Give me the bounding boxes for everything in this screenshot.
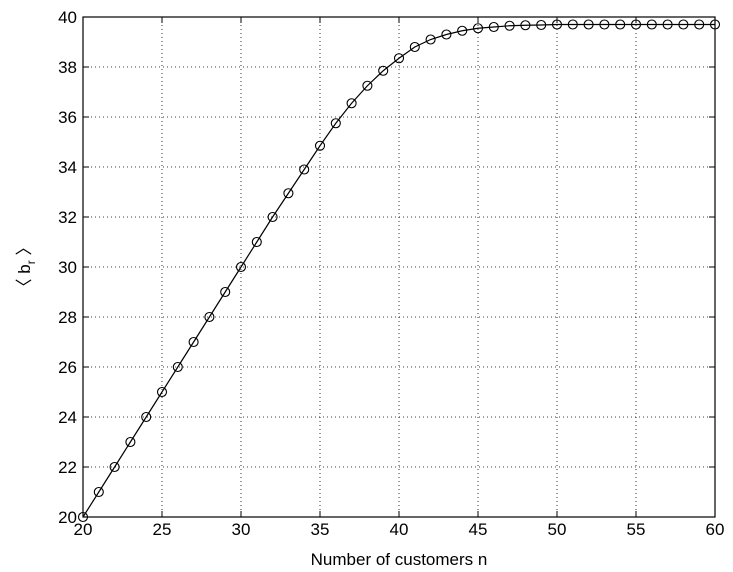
y-tick-label: 30 [58,258,77,277]
tick-labels: 20 25 30 35 40 45 50 55 60 20 22 24 26 28 30 32 34 36 38 40 [58,8,724,539]
data-point [156,386,168,398]
data-point [141,411,152,423]
data-point [314,140,326,151]
data-point [472,23,484,34]
data-point [488,21,499,33]
y-tick-label: 24 [58,408,77,427]
data-point [457,25,468,36]
y-tick-label: 26 [58,358,77,377]
data-point [109,461,120,473]
x-tick-label: 20 [74,520,93,539]
y-tick-label: 28 [58,308,77,327]
data-point [646,19,657,30]
data-point [346,98,357,109]
x-tick-label: 55 [627,520,646,539]
data-point [378,65,389,76]
data-point [188,336,199,348]
y-axis-label: 〈 br 〉 [15,239,38,296]
data-point [235,261,247,273]
y-tick-label: 40 [58,8,77,27]
data-point [409,41,420,53]
data-point [694,19,705,30]
y-tick-label: 38 [58,58,77,77]
x-axis-label: Number of customers n [311,550,488,569]
x-tick-label: 50 [548,520,567,539]
x-tick-label: 25 [153,520,172,539]
y-tick-label: 22 [58,458,77,477]
data-point [551,19,563,30]
y-tick-label: 20 [58,508,77,527]
data-point [93,486,104,498]
x-tick-label: 35 [311,520,330,539]
data-point [567,19,578,30]
data-point [362,80,373,91]
data-point [678,19,689,30]
data-point [583,19,594,30]
data-point [615,19,626,30]
data-point [125,436,136,448]
x-tick-label: 30 [232,520,251,539]
y-tick-label: 36 [58,108,77,127]
data-point [330,118,341,129]
grid [83,17,715,517]
y-tick-label: 32 [58,208,77,227]
series-line [82,23,715,518]
x-tick-label: 40 [390,520,409,539]
data-point [393,53,405,64]
data-point [251,236,262,248]
data-point [520,20,531,31]
x-tick-label: 60 [706,520,725,539]
data-point [662,19,673,30]
data-point [204,311,215,323]
data-point [630,19,642,30]
data-point [504,20,515,31]
data-point [283,188,294,199]
y-tick-label: 34 [58,158,77,177]
data-point [299,164,310,175]
plot-frame [82,16,716,518]
data-point [267,211,278,223]
data-point [441,29,452,40]
series-markers [77,19,721,523]
data-point [536,19,547,31]
y-axis-label-main: 〈 b [15,264,34,295]
data-point [220,286,231,298]
data-point [425,34,436,45]
data-point [599,19,610,30]
x-tick-label: 45 [469,520,488,539]
y-axis-label-sub: r [24,260,38,264]
y-axis-label-close: 〉 [15,239,34,261]
data-point [172,361,183,373]
